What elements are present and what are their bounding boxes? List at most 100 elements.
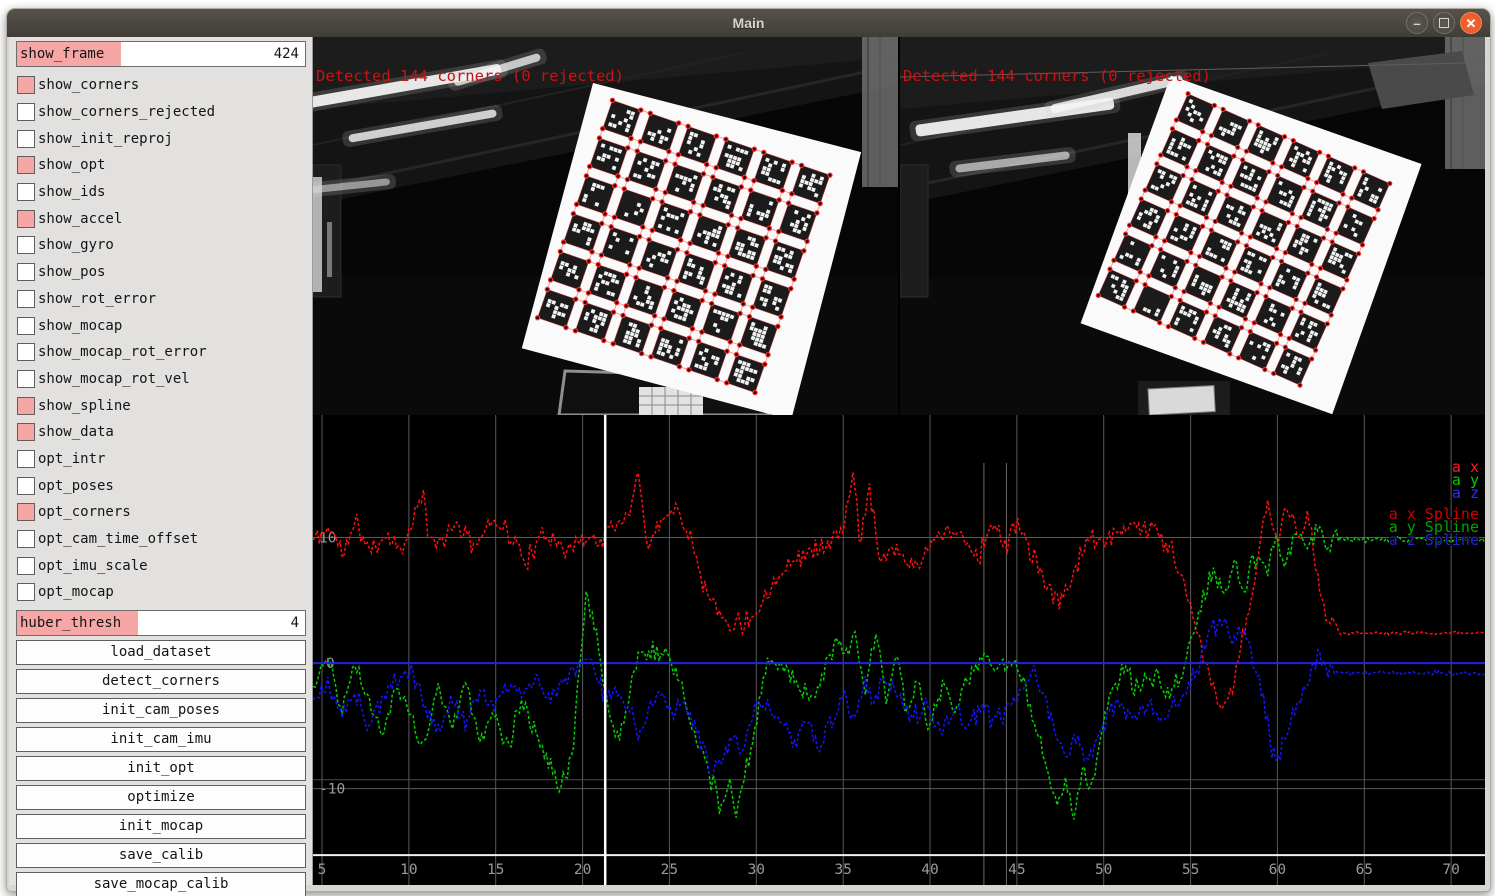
svg-text:a z Spline: a z Spline	[1389, 531, 1479, 549]
checkbox-opt_intr[interactable]	[17, 449, 35, 468]
button-init_cam_imu[interactable]: init_cam_imu	[16, 726, 306, 752]
checkbox-row-show_init_reproj[interactable]: show_init_reproj	[9, 125, 312, 152]
button-save_mocap_calib[interactable]: save_mocap_calib	[16, 871, 306, 896]
camera-view-left: Detected 144 corners (0 rejected)	[313, 37, 898, 415]
checkbox-label: show_gyro	[38, 237, 114, 254]
svg-text:a x Spline: a x Spline	[1389, 505, 1479, 523]
svg-text:50: 50	[1095, 862, 1112, 878]
huber-thresh-label: huber_thresh	[17, 610, 138, 635]
huber-thresh-value: 4	[290, 614, 299, 631]
checkbox-label: show_pos	[38, 264, 106, 281]
svg-text:45: 45	[1008, 862, 1025, 878]
checkbox-row-show_spline[interactable]: show_spline	[9, 392, 312, 419]
checkbox-show_accel[interactable]	[17, 209, 35, 228]
show-frame-field[interactable]: show_frame 424	[16, 41, 306, 67]
checkbox-opt_imu_scale[interactable]	[17, 556, 35, 575]
checkbox-label: show_mocap_rot_error	[38, 344, 207, 361]
checkbox-label: show_spline	[38, 397, 131, 414]
checkbox-row-opt_poses[interactable]: opt_poses	[9, 472, 312, 499]
checkbox-show_ids[interactable]	[17, 183, 35, 202]
checkbox-row-opt_mocap[interactable]: opt_mocap	[9, 579, 312, 606]
button-init_cam_poses[interactable]: init_cam_poses	[16, 697, 306, 723]
checkbox-show_opt[interactable]	[17, 156, 35, 175]
svg-text:20: 20	[574, 862, 591, 878]
checkbox-row-show_data[interactable]: show_data	[9, 419, 312, 446]
svg-text:a y: a y	[1452, 471, 1479, 489]
checkbox-show_gyro[interactable]	[17, 236, 35, 255]
checkbox-row-show_mocap_rot_vel[interactable]: show_mocap_rot_vel	[9, 366, 312, 393]
checkbox-row-opt_corners[interactable]: opt_corners	[9, 499, 312, 526]
camera-view-right: Detected 144 corners (0 rejected)	[900, 37, 1485, 415]
button-init_opt[interactable]: init_opt	[16, 755, 306, 781]
checkbox-opt_cam_time_offset[interactable]	[17, 530, 35, 549]
minimize-button[interactable]: –	[1406, 12, 1428, 34]
checkbox-show_pos[interactable]	[17, 263, 35, 282]
checkbox-show_corners[interactable]	[17, 76, 35, 95]
checkbox-row-opt_imu_scale[interactable]: opt_imu_scale	[9, 552, 312, 579]
svg-text:70: 70	[1442, 862, 1459, 878]
svg-text:30: 30	[748, 862, 765, 878]
svg-text:-10: -10	[319, 782, 345, 798]
checkbox-label: show_opt	[38, 157, 106, 174]
checkbox-show_rot_error[interactable]	[17, 289, 35, 308]
checkbox-label: opt_imu_scale	[38, 557, 148, 574]
app-window: Main – ✕ show_frame 424 show_corners show…	[6, 8, 1491, 896]
button-optimize[interactable]: optimize	[16, 784, 306, 810]
checkbox-show_init_reproj[interactable]	[17, 129, 35, 148]
checkbox-row-show_mocap_rot_error[interactable]: show_mocap_rot_error	[9, 339, 312, 366]
show-frame-label: show_frame	[17, 42, 121, 66]
title-bar[interactable]: Main – ✕	[7, 9, 1490, 37]
checkbox-row-show_pos[interactable]: show_pos	[9, 259, 312, 286]
maximize-icon	[1439, 18, 1449, 28]
checkbox-row-show_corners[interactable]: show_corners	[9, 72, 312, 99]
button-detect_corners[interactable]: detect_corners	[16, 668, 306, 694]
checkbox-show_mocap[interactable]	[17, 316, 35, 335]
checkbox-label: show_rot_error	[38, 290, 157, 307]
svg-text:15: 15	[487, 862, 504, 878]
svg-text:25: 25	[661, 862, 678, 878]
checkbox-row-opt_cam_time_offset[interactable]: opt_cam_time_offset	[9, 526, 312, 553]
checkbox-row-show_rot_error[interactable]: show_rot_error	[9, 286, 312, 313]
main-area: Detected 144 corners (0 rejected) Detect…	[312, 37, 1486, 885]
huber-thresh-field[interactable]: huber_thresh 4	[16, 609, 306, 636]
checkbox-show_spline[interactable]	[17, 396, 35, 415]
window-title: Main	[732, 15, 765, 31]
checkbox-row-opt_intr[interactable]: opt_intr	[9, 446, 312, 473]
checkbox-row-show_corners_rejected[interactable]: show_corners_rejected	[9, 99, 312, 126]
checkbox-opt_corners[interactable]	[17, 503, 35, 522]
checkbox-row-show_opt[interactable]: show_opt	[9, 152, 312, 179]
svg-text:5: 5	[318, 862, 327, 878]
checkbox-show_corners_rejected[interactable]	[17, 103, 35, 122]
checkbox-row-show_gyro[interactable]: show_gyro	[9, 232, 312, 259]
svg-text:a z: a z	[1452, 484, 1479, 502]
checkbox-opt_mocap[interactable]	[17, 583, 35, 602]
checkbox-label: show_mocap_rot_vel	[38, 370, 190, 387]
accel-plot[interactable]: 510152025303540455055606570100-10a xa ya…	[312, 415, 1486, 885]
checkbox-label: show_data	[38, 424, 114, 441]
checkbox-label: opt_intr	[38, 450, 106, 467]
svg-text:10: 10	[319, 531, 336, 547]
plot-panel[interactable]: 510152025303540455055606570100-10a xa ya…	[312, 415, 1486, 885]
checkbox-label: show_accel	[38, 210, 123, 227]
close-button[interactable]: ✕	[1460, 12, 1482, 34]
checkbox-row-show_mocap[interactable]: show_mocap	[9, 312, 312, 339]
checkbox-show_data[interactable]	[17, 423, 35, 442]
checkbox-opt_poses[interactable]	[17, 476, 35, 495]
checkbox-show_mocap_rot_vel[interactable]	[17, 369, 35, 388]
checkbox-label: opt_corners	[38, 504, 131, 521]
show-frame-value: 424	[273, 46, 299, 62]
maximize-button[interactable]	[1433, 12, 1455, 34]
button-load_dataset[interactable]: load_dataset	[16, 639, 306, 665]
button-save_calib[interactable]: save_calib	[16, 842, 306, 868]
checkbox-row-show_accel[interactable]: show_accel	[9, 205, 312, 232]
checkbox-show_mocap_rot_error[interactable]	[17, 343, 35, 362]
button-init_mocap[interactable]: init_mocap	[16, 813, 306, 839]
checkbox-list: show_corners show_corners_rejected show_in…	[9, 72, 312, 606]
window-content: show_frame 424 show_corners show_corners_…	[9, 37, 1486, 896]
checkbox-row-show_ids[interactable]: show_ids	[9, 179, 312, 206]
checkbox-label: show_corners_rejected	[38, 104, 216, 121]
checkbox-label: opt_cam_time_offset	[38, 531, 199, 548]
checkbox-label: show_ids	[38, 184, 106, 201]
checkbox-label: opt_mocap	[38, 584, 114, 601]
